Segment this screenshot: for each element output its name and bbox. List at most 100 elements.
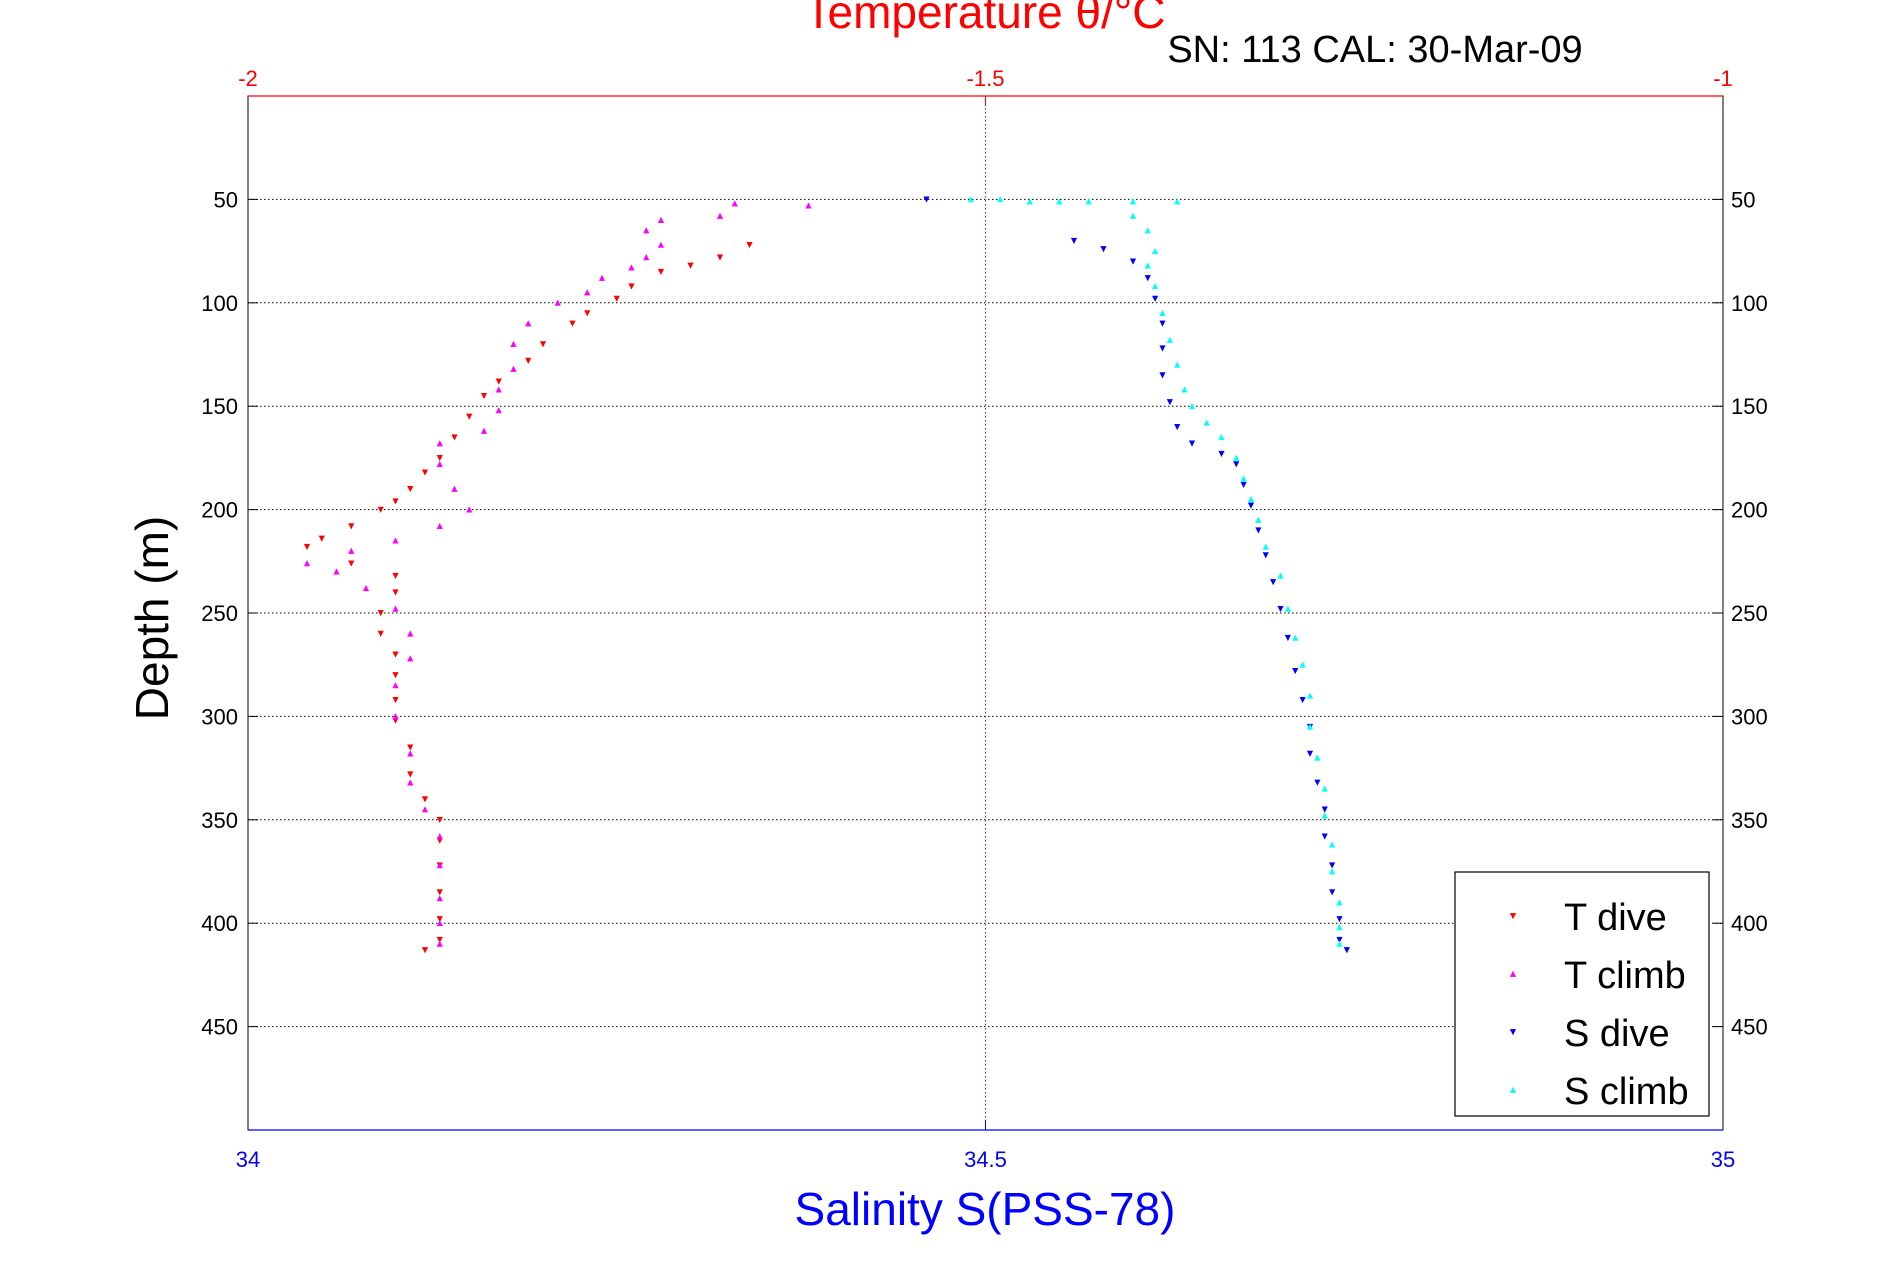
- y-tick-label-left: 200: [201, 498, 238, 523]
- s-climb-point: [1336, 940, 1343, 947]
- t-dive-point: [436, 816, 443, 824]
- s-dive-point: [1329, 862, 1336, 869]
- s-climb-point: [1329, 841, 1336, 848]
- t-dive-point: [318, 535, 325, 542]
- s-dive-point: [1262, 552, 1269, 559]
- s-climb-point: [1181, 386, 1188, 393]
- legend-marker-s-climb: [1509, 1086, 1517, 1093]
- t-climb-point: [392, 682, 399, 689]
- s-dive-point: [1100, 246, 1107, 253]
- s-dive-point: [923, 196, 930, 203]
- t-dive-point: [687, 262, 694, 269]
- s-climb-point: [967, 196, 974, 203]
- data-points: [303, 196, 1350, 954]
- y-tick-label-left: 150: [201, 394, 238, 419]
- s-climb-point: [1129, 212, 1137, 219]
- t-dive-point: [392, 651, 399, 658]
- t-climb-point: [466, 506, 473, 513]
- t-dive-point: [392, 672, 399, 679]
- t-dive-point: [584, 310, 591, 317]
- s-dive-point: [1159, 372, 1166, 379]
- t-climb-point: [643, 227, 650, 234]
- s-climb-point: [1159, 309, 1166, 317]
- s-climb-point: [1336, 899, 1343, 906]
- y-tick-label-left: 250: [201, 601, 238, 626]
- s-climb-point: [1247, 495, 1255, 503]
- s-climb-point: [1336, 924, 1343, 931]
- s-dive-point: [1329, 889, 1336, 896]
- y-tick-label-left: 300: [201, 704, 238, 729]
- s-climb-point: [1314, 754, 1321, 761]
- t-dive-point: [421, 947, 429, 954]
- s-climb-point: [1277, 572, 1284, 579]
- t-climb-point: [407, 630, 414, 637]
- t-dive-point: [392, 589, 399, 596]
- y-tick-label-right: 400: [1731, 911, 1768, 936]
- s-dive-point: [1255, 527, 1262, 534]
- t-climb-point: [436, 940, 443, 947]
- s-dive-point: [1336, 916, 1343, 923]
- t-dive-point: [525, 357, 532, 364]
- y-axis-label: Depth (m): [126, 516, 178, 720]
- s-climb-point: [1056, 198, 1063, 205]
- s-climb-point: [1026, 198, 1033, 205]
- t-dive-point: [407, 771, 414, 778]
- t-climb-point: [495, 407, 502, 414]
- s-dive-point: [1336, 936, 1343, 944]
- t-dive-point: [628, 283, 635, 290]
- x-bottom-tick-label: 35: [1711, 1147, 1735, 1172]
- t-climb-point: [598, 274, 606, 281]
- t-climb-point: [303, 560, 311, 567]
- t-dive-point: [436, 936, 443, 944]
- s-dive-point: [1314, 779, 1321, 786]
- t-dive-point: [392, 572, 399, 580]
- s-dive-point: [1343, 947, 1350, 954]
- t-climb-point: [392, 537, 399, 544]
- s-climb-point: [997, 196, 1004, 203]
- t-climb-point: [348, 547, 355, 554]
- t-climb-point: [805, 202, 812, 209]
- tick-labels: 50 50 100 100 150 150 200 200 250 250 300 300 350 350…: [201, 66, 1767, 1172]
- t-dive-point: [407, 744, 414, 751]
- s-climb-point: [1321, 812, 1328, 819]
- s-dive-point: [1247, 502, 1255, 509]
- s-climb-point: [1321, 785, 1328, 792]
- y-tick-label-right: 300: [1731, 704, 1768, 729]
- s-climb-point: [1284, 605, 1291, 612]
- s-dive-point: [1321, 806, 1328, 813]
- x-bottom-tick-label: 34: [236, 1147, 260, 1172]
- s-climb-point: [1306, 723, 1314, 730]
- s-climb-point: [1292, 634, 1299, 641]
- s-dive-point: [1166, 399, 1173, 406]
- x-top-tick-label: -2: [238, 66, 258, 91]
- t-dive-point: [569, 320, 576, 327]
- t-climb-point: [643, 254, 650, 261]
- t-climb-point: [333, 568, 340, 575]
- y-tick-label-right: 450: [1731, 1015, 1768, 1040]
- s-dive-point: [1306, 750, 1314, 757]
- t-dive-point: [716, 254, 724, 261]
- t-dive-point: [407, 486, 414, 493]
- s-dive-point: [1277, 605, 1284, 613]
- t-dive-point: [348, 560, 355, 567]
- t-dive-point: [613, 295, 620, 302]
- t-climb-point: [451, 485, 458, 492]
- t-dive-point: [657, 268, 665, 276]
- t-climb-point: [407, 655, 414, 662]
- s-dive-point: [1152, 295, 1159, 302]
- s-climb-point: [1255, 516, 1262, 523]
- t-dive-point: [392, 696, 399, 704]
- t-dive-point: [436, 889, 443, 896]
- t-climb-point: [657, 241, 665, 248]
- t-climb-point: [525, 320, 532, 327]
- s-dive-point: [1188, 440, 1196, 447]
- t-climb-point: [436, 440, 443, 447]
- y-tick-label-left: 400: [201, 911, 238, 936]
- y-tick-label-right: 150: [1731, 394, 1768, 419]
- t-dive-point: [495, 378, 502, 385]
- t-climb-point: [392, 605, 399, 612]
- legend-label-t-climb: T climb: [1564, 955, 1686, 997]
- t-climb-point: [392, 713, 399, 720]
- t-dive-point: [377, 630, 384, 637]
